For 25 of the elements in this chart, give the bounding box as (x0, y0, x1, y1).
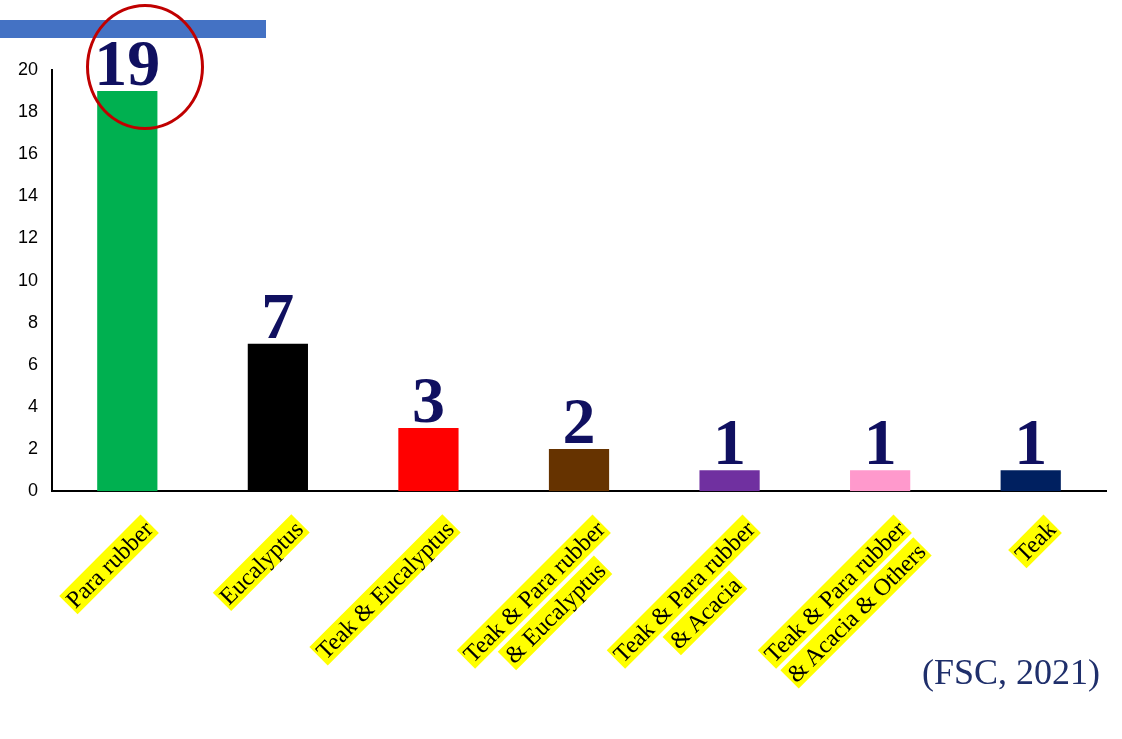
data-label: 19 (94, 26, 161, 100)
y-tick-label: 14 (17, 185, 39, 206)
bar (548, 449, 610, 492)
y-tick-label: 6 (28, 353, 39, 374)
data-label: 1 (1014, 405, 1048, 479)
bar (699, 470, 760, 492)
data-label: 7 (261, 278, 295, 352)
bar (1000, 470, 1061, 492)
y-tick-label: 12 (17, 227, 39, 248)
y-tick-label: 4 (28, 395, 39, 416)
y-tick-label: 16 (17, 143, 39, 164)
y-tick-label: 10 (17, 269, 39, 290)
data-label: 3 (411, 363, 445, 437)
y-tick-label: 0 (28, 480, 39, 501)
data-label: 2 (562, 384, 596, 458)
data-label: 1 (713, 405, 747, 479)
data-label: 1 (863, 405, 897, 479)
bar (97, 91, 158, 492)
x-tick-label: Teak (1008, 514, 1063, 569)
y-tick-label: 20 (17, 58, 39, 79)
y-tick-label: 8 (28, 311, 39, 332)
bar (850, 470, 911, 492)
y-tick-label: 2 (28, 438, 39, 459)
bar (398, 428, 459, 492)
y-tick-label: 18 (17, 101, 39, 122)
